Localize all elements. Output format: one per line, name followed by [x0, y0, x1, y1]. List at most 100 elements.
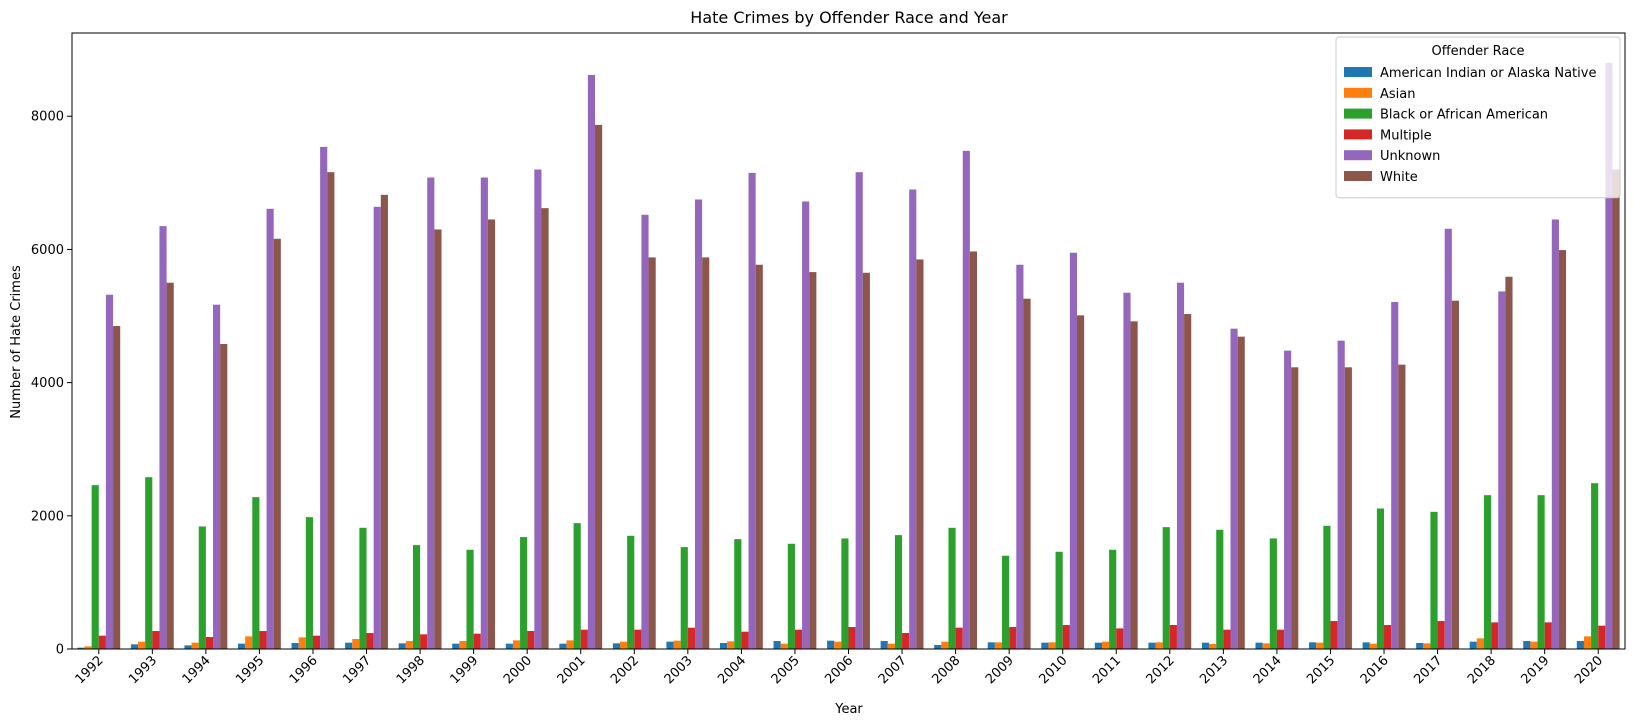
bar — [359, 527, 367, 649]
bar — [809, 272, 817, 649]
bar — [145, 477, 153, 649]
bar — [741, 631, 749, 649]
legend-label: Multiple — [1380, 128, 1432, 143]
bar — [466, 549, 474, 649]
y-tick-label: 0 — [56, 643, 64, 658]
bar — [787, 543, 795, 649]
bar — [680, 547, 688, 649]
bar — [259, 631, 267, 649]
bar — [1069, 252, 1077, 649]
bar — [373, 206, 381, 649]
bar — [459, 641, 467, 649]
bar — [1109, 549, 1117, 649]
bar — [1476, 638, 1484, 649]
bar — [627, 535, 635, 649]
bar — [252, 497, 260, 649]
bar — [298, 637, 306, 649]
legend-label: American Indian or Alaska Native — [1380, 66, 1596, 81]
bar — [1148, 642, 1156, 649]
bar — [1491, 622, 1499, 649]
bar — [238, 643, 246, 649]
bar — [91, 485, 99, 649]
bar — [1537, 495, 1545, 649]
bar — [573, 523, 581, 649]
bar — [113, 326, 121, 649]
bar — [634, 629, 642, 649]
bar — [77, 647, 85, 649]
bar — [480, 177, 488, 649]
bar — [380, 194, 388, 649]
legend-swatch — [1344, 129, 1372, 140]
bar — [166, 282, 174, 649]
bar — [1612, 169, 1620, 649]
bar — [862, 272, 870, 649]
legend-label: White — [1380, 170, 1418, 185]
bar — [620, 641, 628, 649]
bar — [1605, 62, 1613, 650]
bar — [305, 517, 313, 649]
bar — [1062, 625, 1070, 649]
legend-swatch — [1344, 67, 1372, 77]
bar — [1123, 292, 1131, 649]
bar — [727, 641, 735, 649]
bar — [1041, 642, 1049, 649]
bar — [520, 537, 528, 649]
legend-swatch — [1344, 171, 1372, 181]
bar — [366, 633, 374, 649]
bar — [848, 627, 856, 649]
bar — [1262, 643, 1270, 649]
legend: Offender Race American Indian or Alaska N… — [1335, 36, 1621, 199]
bar — [1551, 219, 1559, 649]
bar — [191, 642, 199, 649]
bar — [559, 643, 567, 649]
bar — [1598, 625, 1606, 649]
bar — [473, 633, 481, 649]
bar — [673, 640, 681, 649]
bar — [452, 643, 460, 649]
bar — [130, 644, 139, 649]
bar — [1237, 336, 1245, 649]
bar — [855, 172, 863, 649]
bar — [138, 641, 146, 649]
bar — [398, 643, 406, 649]
bar — [880, 641, 888, 649]
bar — [534, 169, 542, 649]
bar — [1591, 483, 1599, 649]
bar — [1230, 328, 1238, 649]
bar — [1255, 642, 1263, 649]
legend-swatch — [1344, 108, 1372, 119]
bar — [1269, 538, 1277, 649]
bar — [1583, 636, 1592, 649]
bar — [955, 627, 963, 649]
y-axis-label: Number of Hate Crimes — [9, 265, 24, 419]
bar — [780, 643, 788, 649]
y-tick-label: 6000 — [31, 243, 64, 258]
bar — [1362, 642, 1370, 649]
bar — [213, 304, 221, 649]
bar — [291, 643, 299, 649]
bar — [527, 631, 535, 649]
bar — [734, 539, 742, 649]
bar — [512, 640, 521, 649]
bar — [327, 172, 335, 649]
bar — [1483, 495, 1492, 649]
bar — [1055, 551, 1063, 649]
bar — [1184, 314, 1192, 649]
bar — [948, 527, 956, 649]
legend-box — [1335, 36, 1621, 199]
bar — [773, 641, 781, 649]
bar — [987, 642, 995, 649]
bar — [902, 633, 910, 649]
bar — [587, 74, 596, 649]
bar — [894, 535, 903, 649]
bar — [612, 643, 621, 649]
bar — [1216, 529, 1224, 649]
chart-title: Hate Crimes by Offender Race and Year — [690, 8, 1008, 27]
bar — [1451, 300, 1459, 649]
bar — [802, 201, 810, 650]
bar — [1276, 629, 1285, 649]
bar — [184, 645, 192, 649]
bar — [1337, 340, 1345, 649]
bar — [1398, 364, 1406, 649]
bar — [1048, 642, 1056, 649]
